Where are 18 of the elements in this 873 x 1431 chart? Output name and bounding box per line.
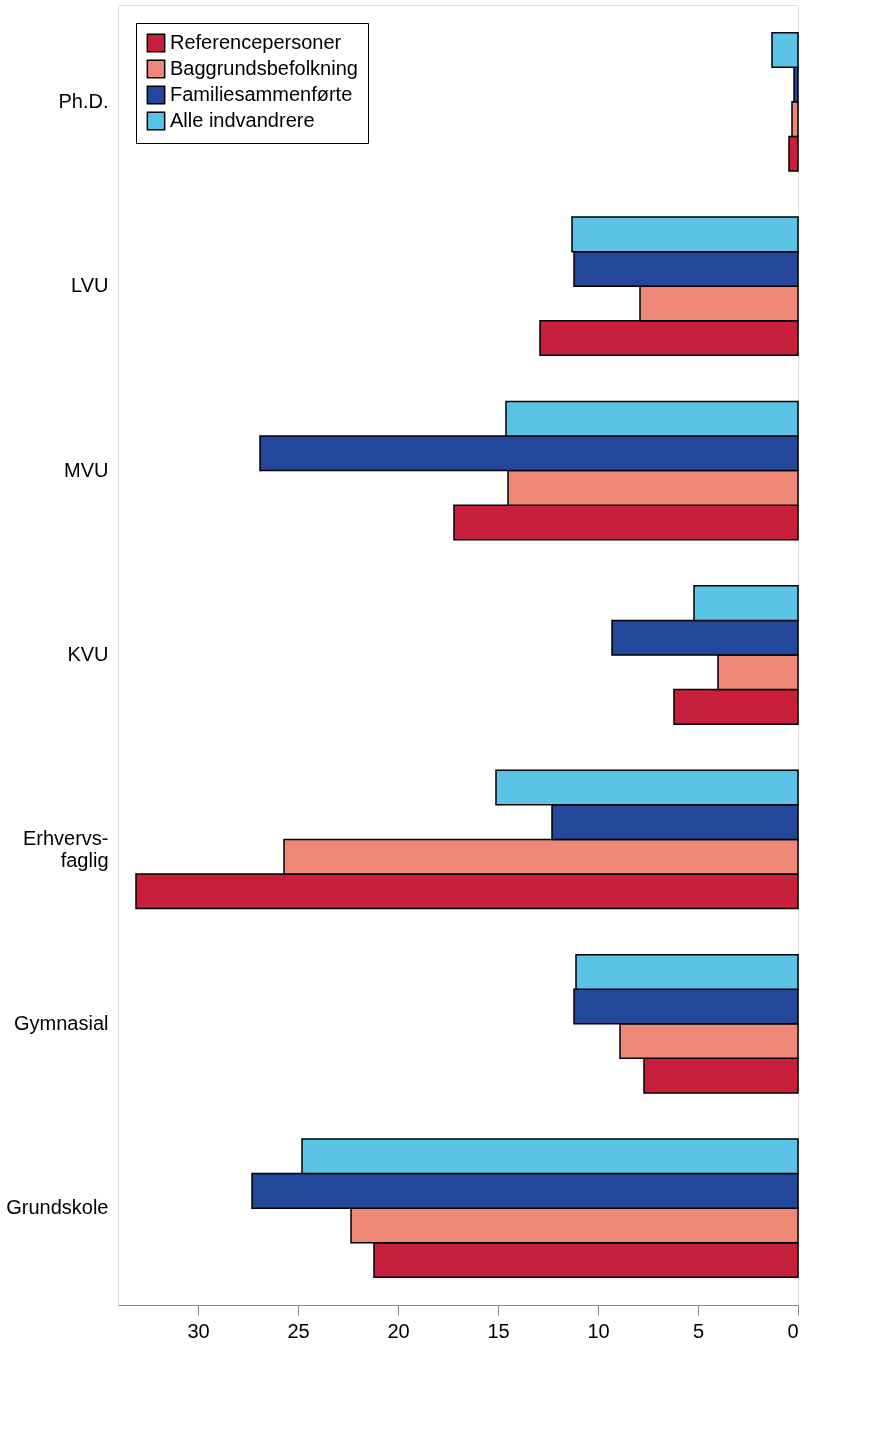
- y-tick-label: Grundskole: [6, 1196, 109, 1219]
- x-tick-label: 30: [187, 1319, 210, 1342]
- x-tick-label: 5: [692, 1319, 705, 1342]
- y-tick-label: KVU: [67, 643, 109, 665]
- x-tick-label: 20: [387, 1319, 410, 1342]
- x-tick-label: 10: [587, 1319, 610, 1342]
- y-tick-label: LVU: [71, 274, 109, 297]
- x-tick-label: 0: [787, 1319, 799, 1342]
- x-tick-label: 15: [487, 1319, 510, 1342]
- legend-label: Baggrundsbefolkning: [170, 57, 358, 79]
- x-tick-label: 25: [287, 1319, 310, 1342]
- legend-label: Familiesammenførte: [170, 83, 353, 105]
- y-tick-label: Ph.D.: [58, 89, 109, 112]
- y-tick-label: Erhvervs- faglig: [22, 827, 109, 872]
- legend-label: Referencepersoner: [170, 31, 342, 53]
- y-tick-label: MVU: [64, 458, 109, 481]
- legend-label: Alle indvandrere: [170, 109, 315, 131]
- y-tick-label: Gymnasial: [14, 1011, 109, 1034]
